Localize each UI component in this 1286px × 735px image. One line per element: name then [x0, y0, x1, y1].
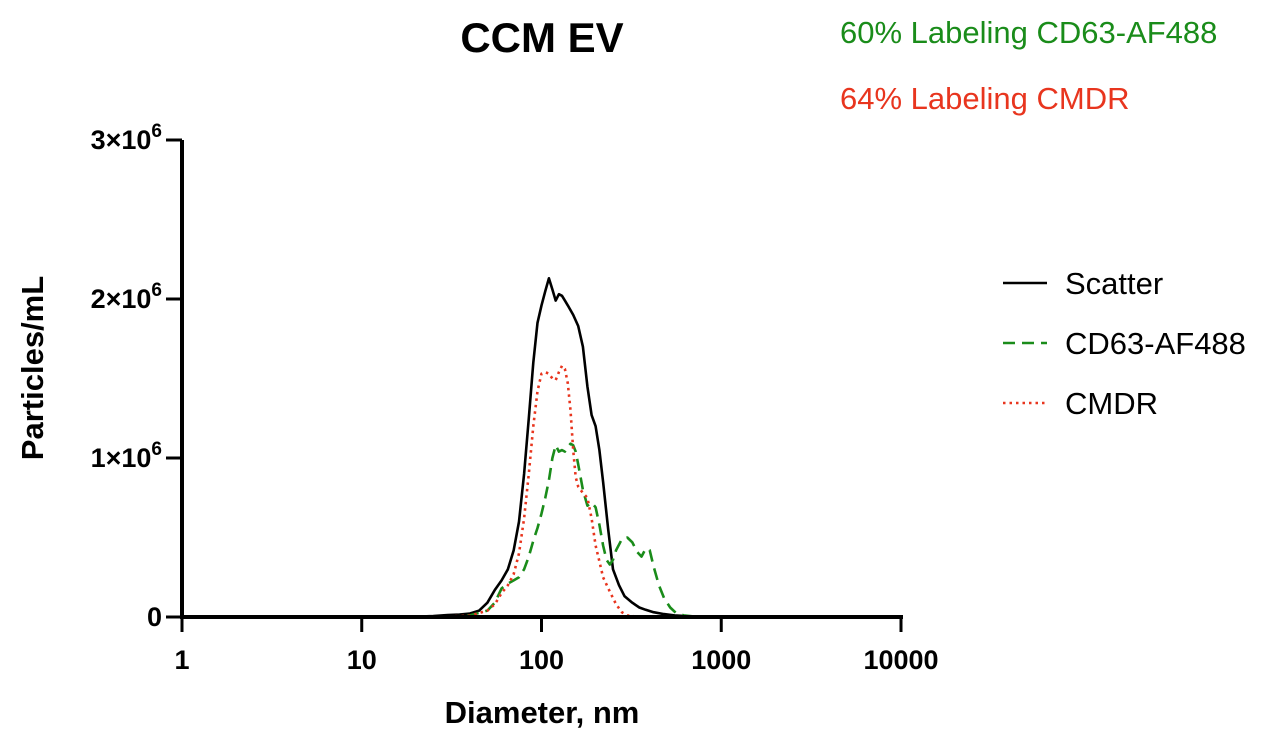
y-axis-label: Particles/mL — [15, 276, 50, 460]
annotation-1: 64% Labeling CMDR — [840, 81, 1129, 116]
chart-title: CCM EV — [460, 14, 623, 61]
legend: Scatter CD63-AF488 CMDR — [1003, 266, 1246, 421]
x-tick-label-4: 10000 — [863, 645, 938, 675]
x-tick-label-3: 1000 — [691, 645, 751, 675]
y-tick-label-3: 3×106 — [91, 121, 162, 155]
y-tick-label-base-2: 2×10 — [91, 284, 152, 314]
series-line-cd63-af488 — [182, 442, 901, 619]
x-tick-label-0: 1 — [174, 645, 189, 675]
x-axis-label: Diameter, nm — [445, 695, 640, 730]
y-tick-label-base-1: 1×10 — [91, 443, 152, 473]
y-tick-label-0: 0 — [147, 602, 162, 632]
series-line-scatter — [182, 276, 901, 619]
plot-lines — [182, 276, 901, 619]
x-tick-label-2: 100 — [519, 645, 564, 675]
series-line-cmdr — [182, 364, 901, 619]
y-tick-label-exponent-1: 6 — [151, 439, 162, 460]
y-tick-label-exponent-3: 6 — [151, 121, 162, 142]
y-tick-label-exponent-2: 6 — [151, 280, 162, 301]
y-tick-label-base-0: 0 — [147, 602, 162, 632]
legend-label-cmdr: CMDR — [1065, 386, 1158, 421]
y-tick-label-2: 2×106 — [91, 280, 162, 314]
annotations: 60% Labeling CD63-AF488 64% Labeling CMDR — [840, 15, 1217, 116]
y-tick-label-base-3: 3×10 — [91, 125, 152, 155]
x-ticks: 1 10 100 1000 10000 — [174, 617, 939, 675]
annotation-0: 60% Labeling CD63-AF488 — [840, 15, 1217, 50]
x-tick-label-1: 10 — [347, 645, 377, 675]
legend-label-scatter: Scatter — [1065, 266, 1163, 301]
y-tick-label-1: 1×106 — [91, 439, 162, 473]
legend-label-cd63-af488: CD63-AF488 — [1065, 326, 1246, 361]
axes — [180, 140, 903, 619]
